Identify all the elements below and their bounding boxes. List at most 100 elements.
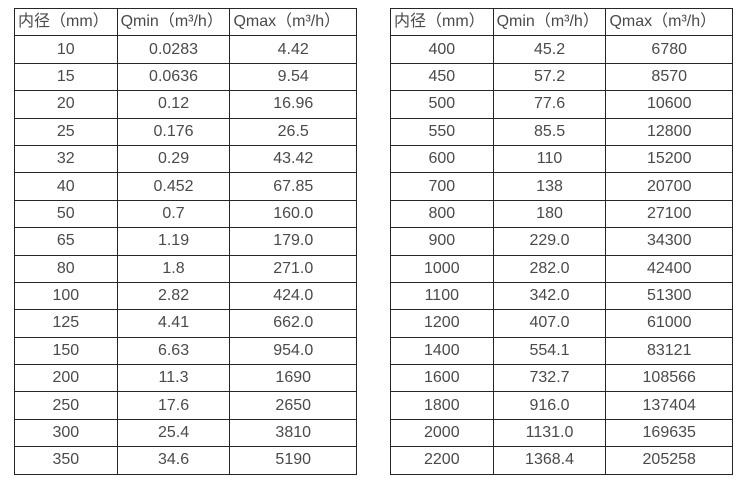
table-row: 200 11.3 1690 — [14, 364, 357, 393]
qmax-cell: 108566 — [605, 364, 733, 393]
diameter-cell: 20 — [14, 90, 118, 119]
table-row: 300 25.4 3810 — [14, 418, 357, 448]
diameter-cell: 500 — [390, 90, 494, 119]
qmax-cell: 34300 — [605, 227, 733, 256]
qmax-cell: 26.5 — [229, 117, 357, 146]
table-row: 125 4.41 662.0 — [14, 309, 357, 338]
qmax-cell: 205258 — [605, 446, 733, 475]
table-row: 700 138 20700 — [390, 172, 733, 201]
qmin-cell: 0.0636 — [116, 62, 231, 92]
table-row: 450 57.2 8570 — [390, 62, 733, 92]
diameter-cell: 2200 — [390, 446, 494, 475]
qmin-cell: 0.176 — [116, 117, 231, 146]
qmax-cell: 1690 — [229, 364, 357, 393]
qmax-cell: 137404 — [605, 391, 733, 420]
diameter-cell: 65 — [14, 227, 118, 256]
table-row: 1000 282.0 42400 — [390, 254, 733, 283]
table-row: 900 229.0 34300 — [390, 227, 733, 256]
diameter-cell: 40 — [14, 172, 118, 201]
qmax-cell: 27100 — [605, 199, 733, 229]
qmin-cell: 17.6 — [116, 391, 231, 420]
diameter-cell: 25 — [14, 117, 118, 146]
diameter-cell: 100 — [14, 281, 118, 311]
diameter-cell: 50 — [14, 199, 118, 229]
table-row: 250 17.6 2650 — [14, 391, 357, 420]
table-row: 1400 554.1 83121 — [390, 336, 733, 366]
qmin-cell: 0.12 — [116, 90, 231, 119]
qmax-cell: 160.0 — [229, 199, 357, 229]
diameter-cell: 1400 — [390, 336, 494, 366]
table-row: 800 180 27100 — [390, 199, 733, 229]
qmin-cell: 342.0 — [492, 281, 607, 311]
table-row: 20 0.12 16.96 — [14, 90, 357, 119]
diameter-cell: 250 — [14, 391, 118, 420]
qmin-cell: 2.82 — [116, 281, 231, 311]
table-row: 100 2.82 424.0 — [14, 281, 357, 311]
diameter-cell: 10 — [14, 35, 118, 64]
table-row: 350 34.6 5190 — [14, 446, 357, 475]
table-body-large-diameters: 400 45.2 6780 450 57.2 8570 500 77.6 10600 550 85.… — [390, 35, 733, 475]
qmin-cell: 1.8 — [116, 254, 231, 283]
table-row: 400 45.2 6780 — [390, 35, 733, 64]
qmax-cell: 6780 — [605, 35, 733, 64]
qmax-cell: 9.54 — [229, 62, 357, 92]
diameter-cell: 1000 — [390, 254, 494, 283]
qmax-cell: 42400 — [605, 254, 733, 283]
qmax-cell: 51300 — [605, 281, 733, 311]
table-row: 25 0.176 26.5 — [14, 117, 357, 146]
qmax-cell: 16.96 — [229, 90, 357, 119]
qmax-cell: 83121 — [605, 336, 733, 366]
header-qmin: Qmin（m³/h） — [116, 7, 231, 37]
diameter-cell: 600 — [390, 144, 494, 174]
diameter-cell: 450 — [390, 62, 494, 92]
qmax-cell: 179.0 — [229, 227, 357, 256]
qmax-cell: 61000 — [605, 309, 733, 338]
qmin-cell: 6.63 — [116, 336, 231, 366]
diameter-cell: 80 — [14, 254, 118, 283]
table-row: 500 77.6 10600 — [390, 90, 733, 119]
table-row: 2000 1131.0 169635 — [390, 418, 733, 448]
table-row: 1200 407.0 61000 — [390, 309, 733, 338]
diameter-cell: 125 — [14, 309, 118, 338]
qmax-cell: 424.0 — [229, 281, 357, 311]
table-row: 50 0.7 160.0 — [14, 199, 357, 229]
header-row: 内径（mm） Qmin（m³/h） Qmax（m³/h） — [390, 7, 733, 37]
qmin-cell: 554.1 — [492, 336, 607, 366]
qmin-cell: 77.6 — [492, 90, 607, 119]
qmin-cell: 0.0283 — [116, 35, 231, 64]
table-row: 2200 1368.4 205258 — [390, 446, 733, 475]
table-row: 1800 916.0 137404 — [390, 391, 733, 420]
qmax-cell: 43.42 — [229, 144, 357, 174]
qmin-cell: 282.0 — [492, 254, 607, 283]
table-row: 600 110 15200 — [390, 144, 733, 174]
qmin-cell: 1.19 — [116, 227, 231, 256]
qmin-cell: 0.452 — [116, 172, 231, 201]
qmin-cell: 1131.0 — [492, 418, 607, 448]
table-row: 15 0.0636 9.54 — [14, 62, 357, 92]
flow-table-large-diameters: 内径（mm） Qmin（m³/h） Qmax（m³/h） 400 45.2 6780… — [390, 7, 733, 475]
table-row: 10 0.0283 4.42 — [14, 35, 357, 64]
qmin-cell: 732.7 — [492, 364, 607, 393]
qmax-cell: 15200 — [605, 144, 733, 174]
qmin-cell: 4.41 — [116, 309, 231, 338]
diameter-cell: 550 — [390, 117, 494, 146]
qmin-cell: 85.5 — [492, 117, 607, 146]
diameter-cell: 15 — [14, 62, 118, 92]
table-row: 1100 342.0 51300 — [390, 281, 733, 311]
table-row: 40 0.452 67.85 — [14, 172, 357, 201]
diameter-cell: 32 — [14, 144, 118, 174]
table-row: 80 1.8 271.0 — [14, 254, 357, 283]
qmax-cell: 10600 — [605, 90, 733, 119]
diameter-cell: 1200 — [390, 309, 494, 338]
qmin-cell: 180 — [492, 199, 607, 229]
diameter-cell: 2000 — [390, 418, 494, 448]
qmax-cell: 662.0 — [229, 309, 357, 338]
qmin-cell: 229.0 — [492, 227, 607, 256]
table-body-small-diameters: 10 0.0283 4.42 15 0.0636 9.54 20 0.12 16.96 25 0.1… — [14, 35, 357, 475]
table-row: 32 0.29 43.42 — [14, 144, 357, 174]
diameter-cell: 1800 — [390, 391, 494, 420]
qmax-cell: 169635 — [605, 418, 733, 448]
header-qmax: Qmax（m³/h） — [605, 7, 733, 37]
qmin-cell: 11.3 — [116, 364, 231, 393]
